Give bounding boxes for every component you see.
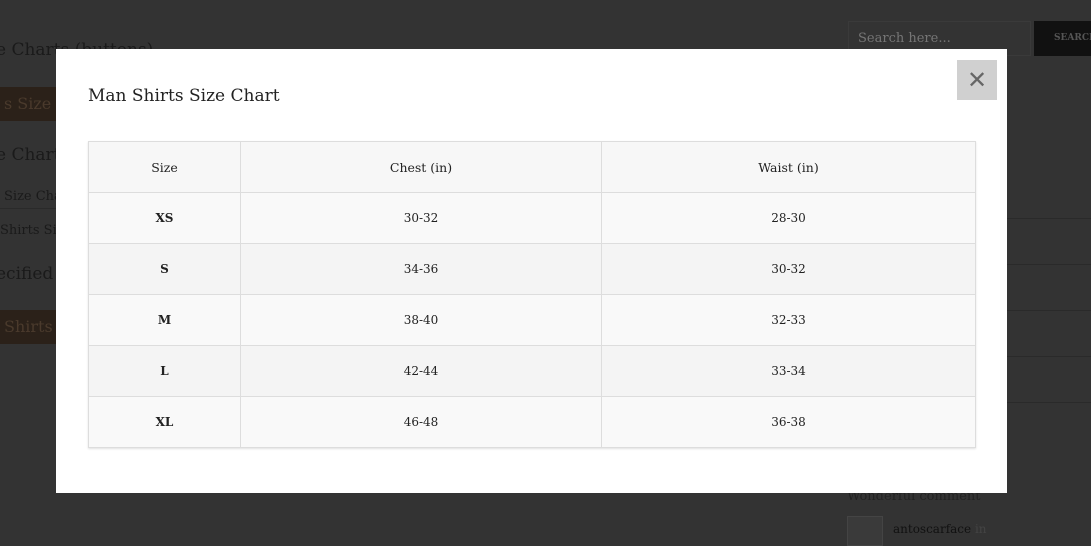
waist-cell: 33-34 (601, 345, 976, 397)
table-row: L 42-44 33-34 (88, 345, 976, 397)
bg-heading: ecified (0, 264, 54, 284)
chest-cell: 34-36 (240, 243, 602, 295)
header-waist: Waist (in) (601, 141, 976, 193)
size-cell: XS (88, 192, 241, 244)
waist-cell: 30-32 (601, 243, 976, 295)
x-icon: ✕ (966, 66, 988, 94)
bg-heading: e Chart (0, 145, 61, 165)
chest-cell: 38-40 (240, 294, 602, 346)
chest-cell: 46-48 (240, 396, 602, 448)
comment-in: in (974, 522, 987, 536)
header-size: Size (88, 141, 241, 193)
table-header-row: Size Chest (in) Waist (in) (88, 141, 976, 193)
bg-link[interactable]: Size Char (4, 189, 69, 204)
avatar (847, 516, 883, 546)
size-cell: S (88, 243, 241, 295)
bg-link[interactable]: Shirts Size (0, 223, 72, 238)
close-button[interactable]: ✕ (957, 60, 997, 100)
waist-cell: 32-33 (601, 294, 976, 346)
size-chart-modal: Man Shirts Size Chart ✕ Size Chest (in) … (56, 49, 1007, 493)
chest-cell: 42-44 (240, 345, 602, 397)
search-button[interactable]: SEARCH (1034, 21, 1091, 56)
size-table: Size Chest (in) Waist (in) XS 30-32 28-30 S… (88, 141, 976, 448)
modal-title: Man Shirts Size Chart (88, 86, 280, 106)
waist-cell: 28-30 (601, 192, 976, 244)
table-row: S 34-36 30-32 (88, 243, 976, 295)
size-cell: XL (88, 396, 241, 448)
comment-author[interactable]: antoscarface (893, 522, 972, 536)
header-chest: Chest (in) (240, 141, 602, 193)
comment-meta: antoscarface in (893, 522, 987, 536)
size-cell: L (88, 345, 241, 397)
table-row: XS 30-32 28-30 (88, 192, 976, 244)
chest-cell: 30-32 (240, 192, 602, 244)
waist-cell: 36-38 (601, 396, 976, 448)
size-cell: M (88, 294, 241, 346)
table-row: XL 46-48 36-38 (88, 396, 976, 448)
table-row: M 38-40 32-33 (88, 294, 976, 346)
